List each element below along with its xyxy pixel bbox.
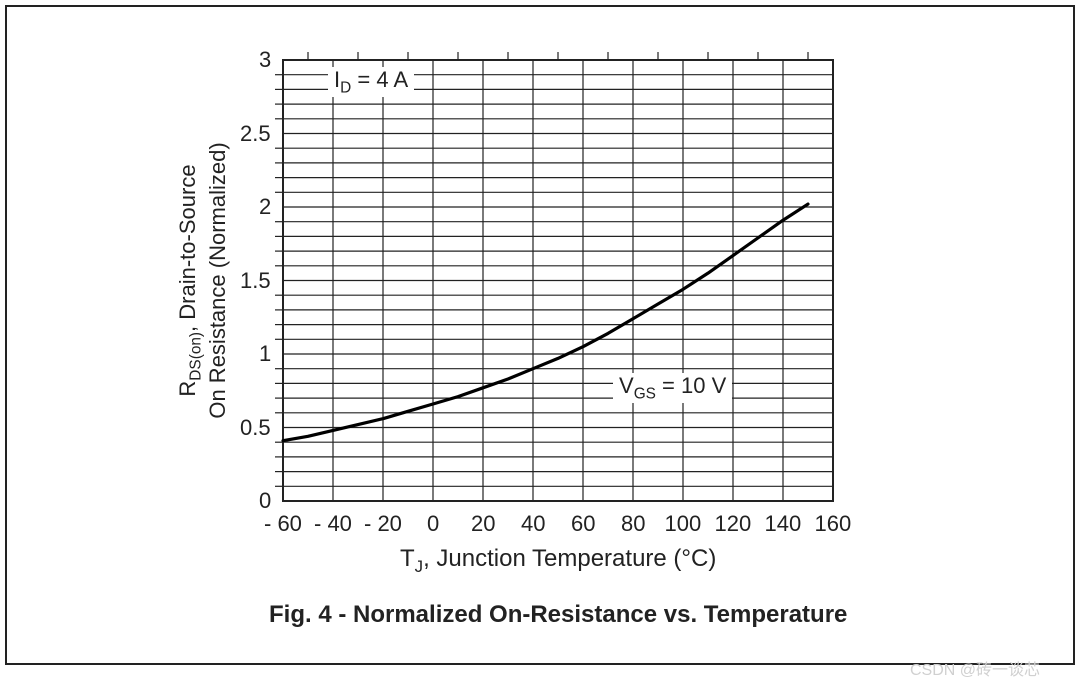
- y-tick-label: 2.5: [240, 121, 271, 147]
- y-axis-label-line1: RDS(on), Drain-to-Source: [175, 60, 205, 501]
- x-tick-label: - 20: [364, 511, 402, 537]
- x-tick-label: - 40: [314, 511, 352, 537]
- x-tick-label: 0: [427, 511, 439, 537]
- x-tick-label: 120: [715, 511, 752, 537]
- annotation-id_cond: ID = 4 A: [328, 67, 414, 97]
- x-tick-label: 20: [471, 511, 495, 537]
- figure-caption: Fig. 4 - Normalized On-Resistance vs. Te…: [269, 601, 847, 629]
- y-tick-label: 1: [259, 341, 271, 367]
- x-tick-label: 60: [571, 511, 595, 537]
- x-axis-label: TJ, Junction Temperature (°C): [400, 545, 716, 577]
- x-tick-label: - 60: [264, 511, 302, 537]
- series-rds_on_vs_tj: [283, 204, 808, 441]
- x-tick-label: 140: [765, 511, 802, 537]
- x-tick-label: 80: [621, 511, 645, 537]
- y-tick-label: 0.5: [240, 415, 271, 441]
- y-tick-label: 2: [259, 194, 271, 220]
- chart-plot-area: [283, 60, 833, 501]
- watermark: CSDN @砖一谈芯: [910, 656, 1040, 680]
- x-tick-label: 40: [521, 511, 545, 537]
- y-axis-label: RDS(on), Drain-to-Source On Resistance (…: [175, 60, 231, 501]
- y-tick-label: 1.5: [240, 268, 271, 294]
- y-tick-label: 3: [259, 47, 271, 73]
- x-tick-label: 100: [665, 511, 702, 537]
- annotation-vgs_cond: VGS = 10 V: [613, 373, 732, 403]
- y-axis-label-line2: On Resistance (Normalized): [205, 60, 231, 501]
- y-tick-label: 0: [259, 488, 271, 514]
- x-tick-label: 160: [815, 511, 852, 537]
- chart-svg: [283, 60, 833, 501]
